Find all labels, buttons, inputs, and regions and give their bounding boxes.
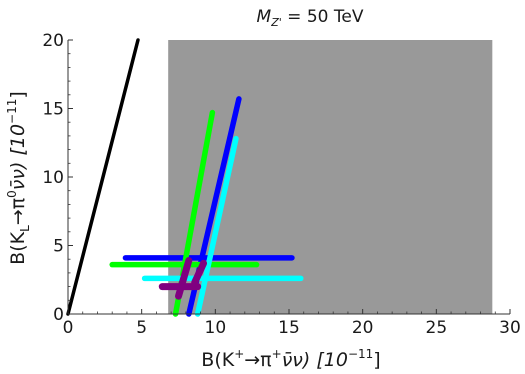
ylabel-exp: −11 <box>5 99 19 124</box>
x-tick-label-6: 30 <box>499 318 521 338</box>
y-tick-label-1: 5 <box>53 237 64 257</box>
ylabel-sup: 0 <box>5 190 19 198</box>
series-2-band-1 <box>194 135 239 317</box>
y-tick-label-3: 15 <box>42 100 64 120</box>
series-3-band-2 <box>191 259 208 286</box>
plot-area <box>66 38 493 317</box>
xlabel-mid: →π <box>244 349 271 371</box>
axes: 0 5 10 15 20 25 30 0 5 10 15 20 <box>42 31 520 338</box>
ylabel-nu: ν̄ν) [10 <box>7 124 29 190</box>
x-tick-label-3: 15 <box>278 318 300 338</box>
x-tick-label-2: 10 <box>205 318 227 338</box>
xlabel-end: ] <box>373 349 380 371</box>
x-tick-label-0: 0 <box>63 318 74 338</box>
ylabel-pre: B(K <box>7 231 29 264</box>
title-main: M <box>257 7 272 27</box>
series-2 <box>141 135 304 317</box>
series-3 <box>158 257 208 300</box>
ylabel-mid: →π <box>7 198 29 225</box>
xlabel-sup1: + <box>234 347 244 361</box>
bound-line <box>66 38 140 316</box>
xlabel-nu: ν̄ν) [10 <box>282 349 348 371</box>
ylabel-sub: L <box>18 225 32 232</box>
series-3-band-1 <box>175 257 193 300</box>
y-axis-label: B(KL→π0ν̄ν) [10−11] <box>5 91 32 265</box>
x-tick-label-5: 25 <box>426 318 448 338</box>
title-rest: = 50 TeV <box>282 7 364 27</box>
x-tick-label-1: 5 <box>136 318 147 338</box>
xlabel-exp: −11 <box>348 347 373 361</box>
chart-title: MZ' = 50 TeV <box>257 7 364 29</box>
title-sub: Z' <box>270 16 282 29</box>
y-tick-label-4: 20 <box>42 31 64 51</box>
x-axis-label: B(K+→π+ν̄ν) [10−11] <box>201 347 380 371</box>
excluded-region <box>168 40 493 314</box>
ylabel-end: ] <box>7 91 29 98</box>
xlabel-pre: B(K <box>201 349 234 371</box>
x-tick-label-4: 20 <box>352 318 374 338</box>
xlabel-sup2: + <box>272 347 282 361</box>
y-tick-label-0: 0 <box>53 305 64 325</box>
y-tick-label-2: 10 <box>42 168 64 188</box>
